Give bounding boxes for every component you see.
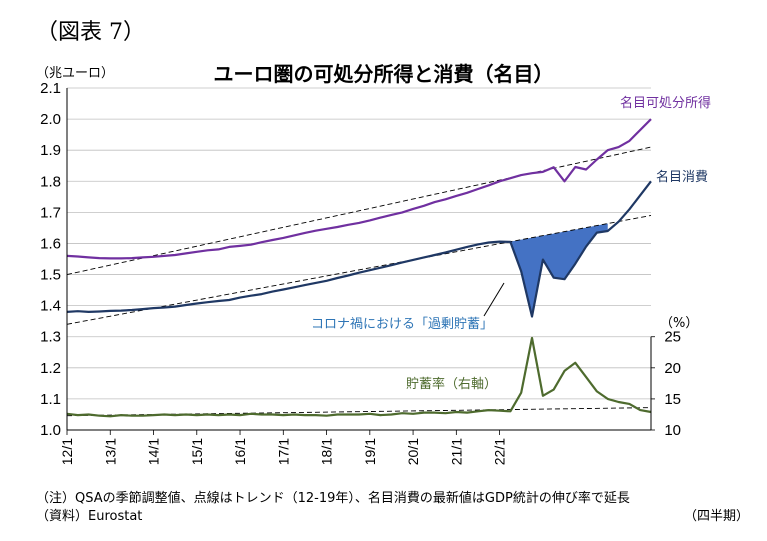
y-left-tick-label: 1.5	[40, 267, 61, 284]
left-axis-unit: （兆ユーロ）	[36, 66, 115, 81]
x-axis-unit: （四半期）	[684, 509, 750, 524]
y-left-tick-label: 1.3	[40, 329, 61, 346]
x-tick-label: 12/1	[59, 438, 75, 465]
series-lines	[66, 118, 652, 418]
x-tick-label: 19/1	[362, 438, 378, 465]
income-label: 名目可処分所得	[620, 95, 711, 111]
excess-savings-fill	[499, 223, 608, 317]
chart-title: ユーロ圏の可処分所得と消費（名目）	[213, 62, 554, 86]
trend-lines	[66, 146, 652, 417]
trend-line	[66, 215, 652, 325]
x-tick-label: 18/1	[319, 438, 335, 465]
y-left-tick-label: 1.2	[40, 360, 61, 377]
source-note: （資料）Eurostat	[36, 509, 143, 524]
y-left-tick-label: 1.8	[40, 173, 61, 190]
y-right-tick-label: 10	[664, 422, 681, 439]
excess-savings-area	[499, 223, 608, 317]
excess-savings-label: コロナ禍における「過剰貯蓄」	[311, 316, 493, 332]
y-right-tick-label: 20	[664, 360, 681, 377]
x-tick-label: 22/1	[492, 438, 508, 465]
y-right-tick-label: 15	[664, 391, 681, 408]
x-tick-label: 13/1	[102, 438, 118, 465]
x-tick-label: 20/1	[405, 438, 421, 465]
y-left-tick-label: 1.1	[40, 391, 61, 408]
savings-rate-label: 貯蓄率（右軸）	[406, 376, 497, 392]
y-left-tick-label: 2.0	[40, 111, 61, 128]
y-left-tick-label: 1.6	[40, 235, 61, 252]
income-line	[66, 118, 652, 260]
y-left-tick-label: 1.0	[40, 422, 61, 439]
x-tick-label: 17/1	[275, 438, 291, 465]
x-tick-label: 15/1	[189, 438, 205, 465]
x-tick-label: 16/1	[232, 438, 248, 465]
footnote: （注）QSAの季節調整値、点線はトレンド（12-19年）、名目消費の最新値はGD…	[36, 491, 630, 506]
y-left-tick-label: 2.1	[40, 80, 61, 97]
y-left-tick-label: 1.4	[40, 298, 61, 315]
axes: 1.0 1.1 1.2 1.3 1.4 1.5 1.6 1.7 1.8 1.9 2.0 2.1 10 15…	[40, 80, 681, 465]
consumption-label: 名目消費	[656, 169, 708, 185]
y-left-tick-label: 1.9	[40, 142, 61, 159]
excess-savings-pointer	[483, 282, 505, 317]
savings-rate-line	[66, 336, 652, 418]
y-left-tick-label: 1.7	[40, 204, 61, 221]
y-right-tick-label: 25	[664, 329, 681, 346]
consumption-line	[66, 180, 652, 318]
figure-label: （図表 7）	[36, 20, 145, 45]
right-axis-unit: （%）	[660, 316, 699, 331]
x-tick-label: 21/1	[448, 438, 464, 465]
x-tick-label: 14/1	[146, 438, 162, 465]
